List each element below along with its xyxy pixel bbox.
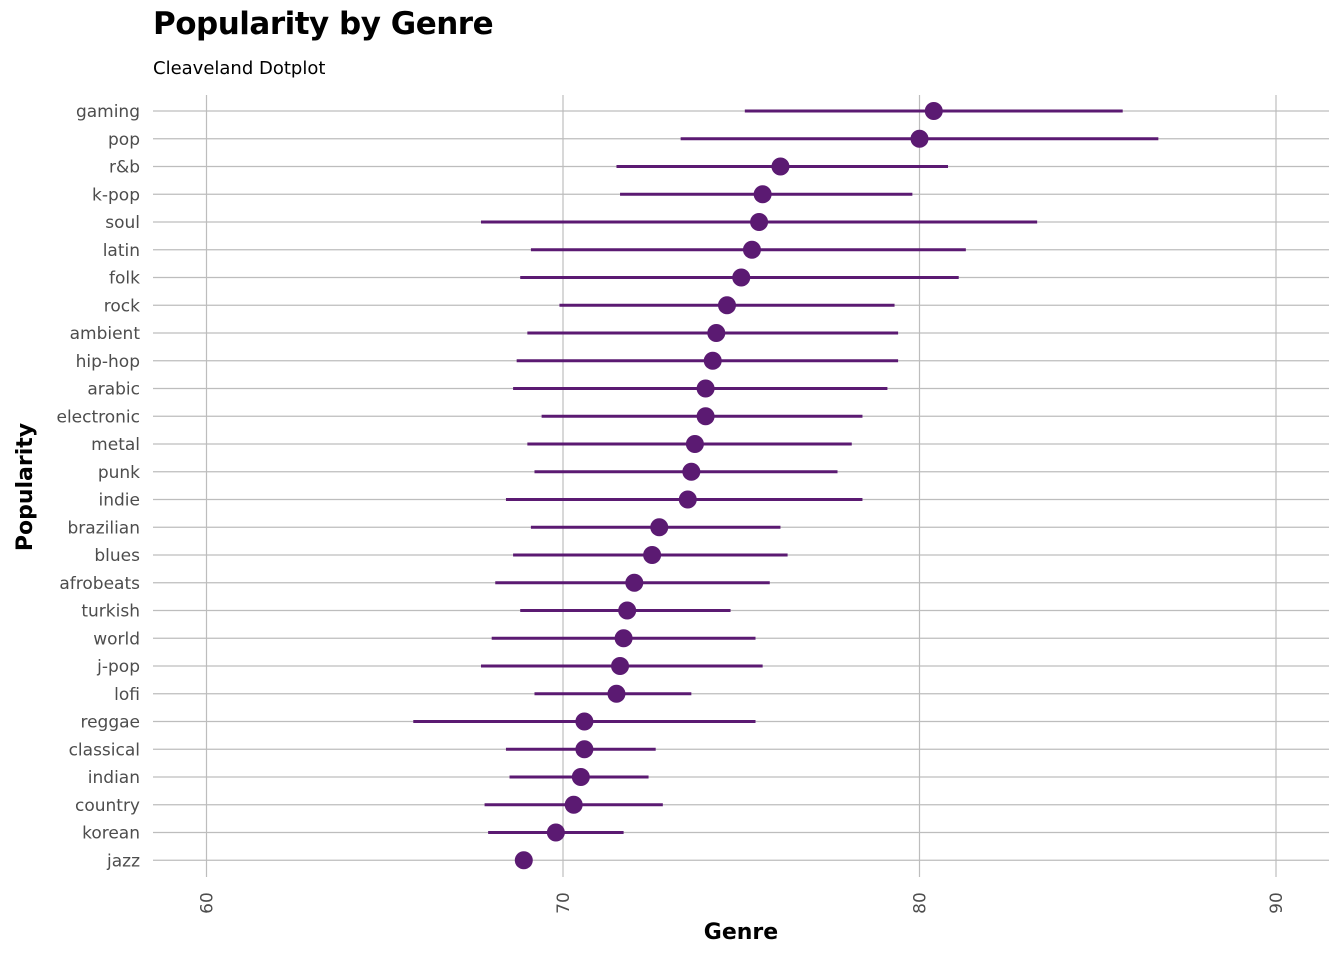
y-tick-label: j-pop <box>96 657 140 677</box>
mean-point-world <box>614 629 633 648</box>
mean-point-korean <box>546 823 565 842</box>
chart-title: Popularity by Genre <box>153 6 494 42</box>
y-tick-label: metal <box>91 435 140 455</box>
y-tick-label: indie <box>99 491 140 511</box>
y-tick-label: pop <box>108 130 140 150</box>
mean-point-lofi <box>607 684 626 703</box>
mean-point-indie <box>678 490 697 509</box>
x-tick-labels: 60 70 80 90 <box>198 892 1288 914</box>
y-tick-label: jazz <box>106 851 140 871</box>
mean-point-brazilian <box>650 518 669 537</box>
mean-point-metal <box>685 435 704 453</box>
x-tick-label: 90 <box>1267 892 1287 914</box>
mean-point-afrobeats <box>625 573 644 592</box>
y-tick-label: lofi <box>114 685 140 705</box>
mean-point-folk <box>732 268 751 287</box>
mean-point-j-pop <box>611 657 630 675</box>
y-tick-label: r&b <box>109 158 140 178</box>
y-tick-label: hip-hop <box>76 352 140 372</box>
mean-point-soul <box>750 213 769 231</box>
mean-point-arabic <box>696 379 715 398</box>
mean-point-r&b <box>771 157 790 176</box>
mean-point-hip-hop <box>703 351 722 370</box>
mean-point-electronic <box>696 407 715 426</box>
mean-point-k-pop <box>753 185 772 204</box>
y-tick-label: electronic <box>56 407 140 427</box>
mean-point-classical <box>575 740 594 759</box>
y-tick-label: ambient <box>70 324 141 344</box>
y-tick-label: afrobeats <box>59 574 140 594</box>
y-tick-label: latin <box>103 241 140 261</box>
mean-point-punk <box>682 462 701 481</box>
mean-point-rock <box>717 296 736 315</box>
y-tick-label: korean <box>82 824 140 844</box>
y-tick-label: folk <box>109 269 140 289</box>
x-axis-title: Genre <box>704 920 778 945</box>
mean-point-reggae <box>575 712 594 731</box>
y-tick-label: rock <box>104 296 140 316</box>
y-tick-label: country <box>75 796 140 816</box>
mean-point-pop <box>910 129 929 148</box>
x-tick-label: 60 <box>198 892 218 914</box>
y-tick-label: soul <box>105 213 140 233</box>
y-tick-label: reggae <box>80 713 140 733</box>
mean-point-turkish <box>618 601 637 620</box>
mean-point-country <box>564 795 583 814</box>
mean-point-latin <box>742 240 761 259</box>
y-tick-label: classical <box>69 740 140 760</box>
y-axis-title: Popularity <box>13 423 38 551</box>
y-tick-label: punk <box>98 463 140 483</box>
y-tick-label: brazilian <box>68 518 140 538</box>
x-tick-label: 80 <box>911 892 931 914</box>
mean-point-jazz <box>514 851 533 870</box>
x-tick-label: 70 <box>554 892 574 914</box>
grid-lines <box>153 95 1329 877</box>
mean-point-indian <box>571 768 590 786</box>
y-tick-label: blues <box>94 546 140 566</box>
y-tick-label: turkish <box>81 602 140 622</box>
y-tick-label: k-pop <box>92 185 140 205</box>
y-tick-label: arabic <box>87 380 140 400</box>
y-tick-labels: gaming pop r&b k-pop soul latin folk rock ambien… <box>56 102 140 871</box>
mean-points <box>514 102 943 870</box>
y-tick-label: gaming <box>76 102 140 122</box>
mean-point-ambient <box>707 324 726 342</box>
mean-point-gaming <box>924 102 943 120</box>
y-tick-label: world <box>93 629 140 649</box>
y-tick-label: indian <box>88 768 140 788</box>
chart-subtitle: Cleaveland Dotplot <box>153 58 326 79</box>
mean-point-blues <box>643 546 662 564</box>
